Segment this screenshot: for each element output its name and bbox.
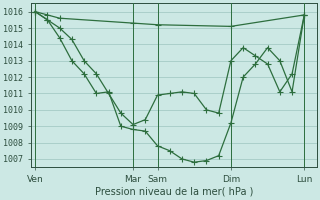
X-axis label: Pression niveau de la mer( hPa ): Pression niveau de la mer( hPa ) <box>95 187 253 197</box>
